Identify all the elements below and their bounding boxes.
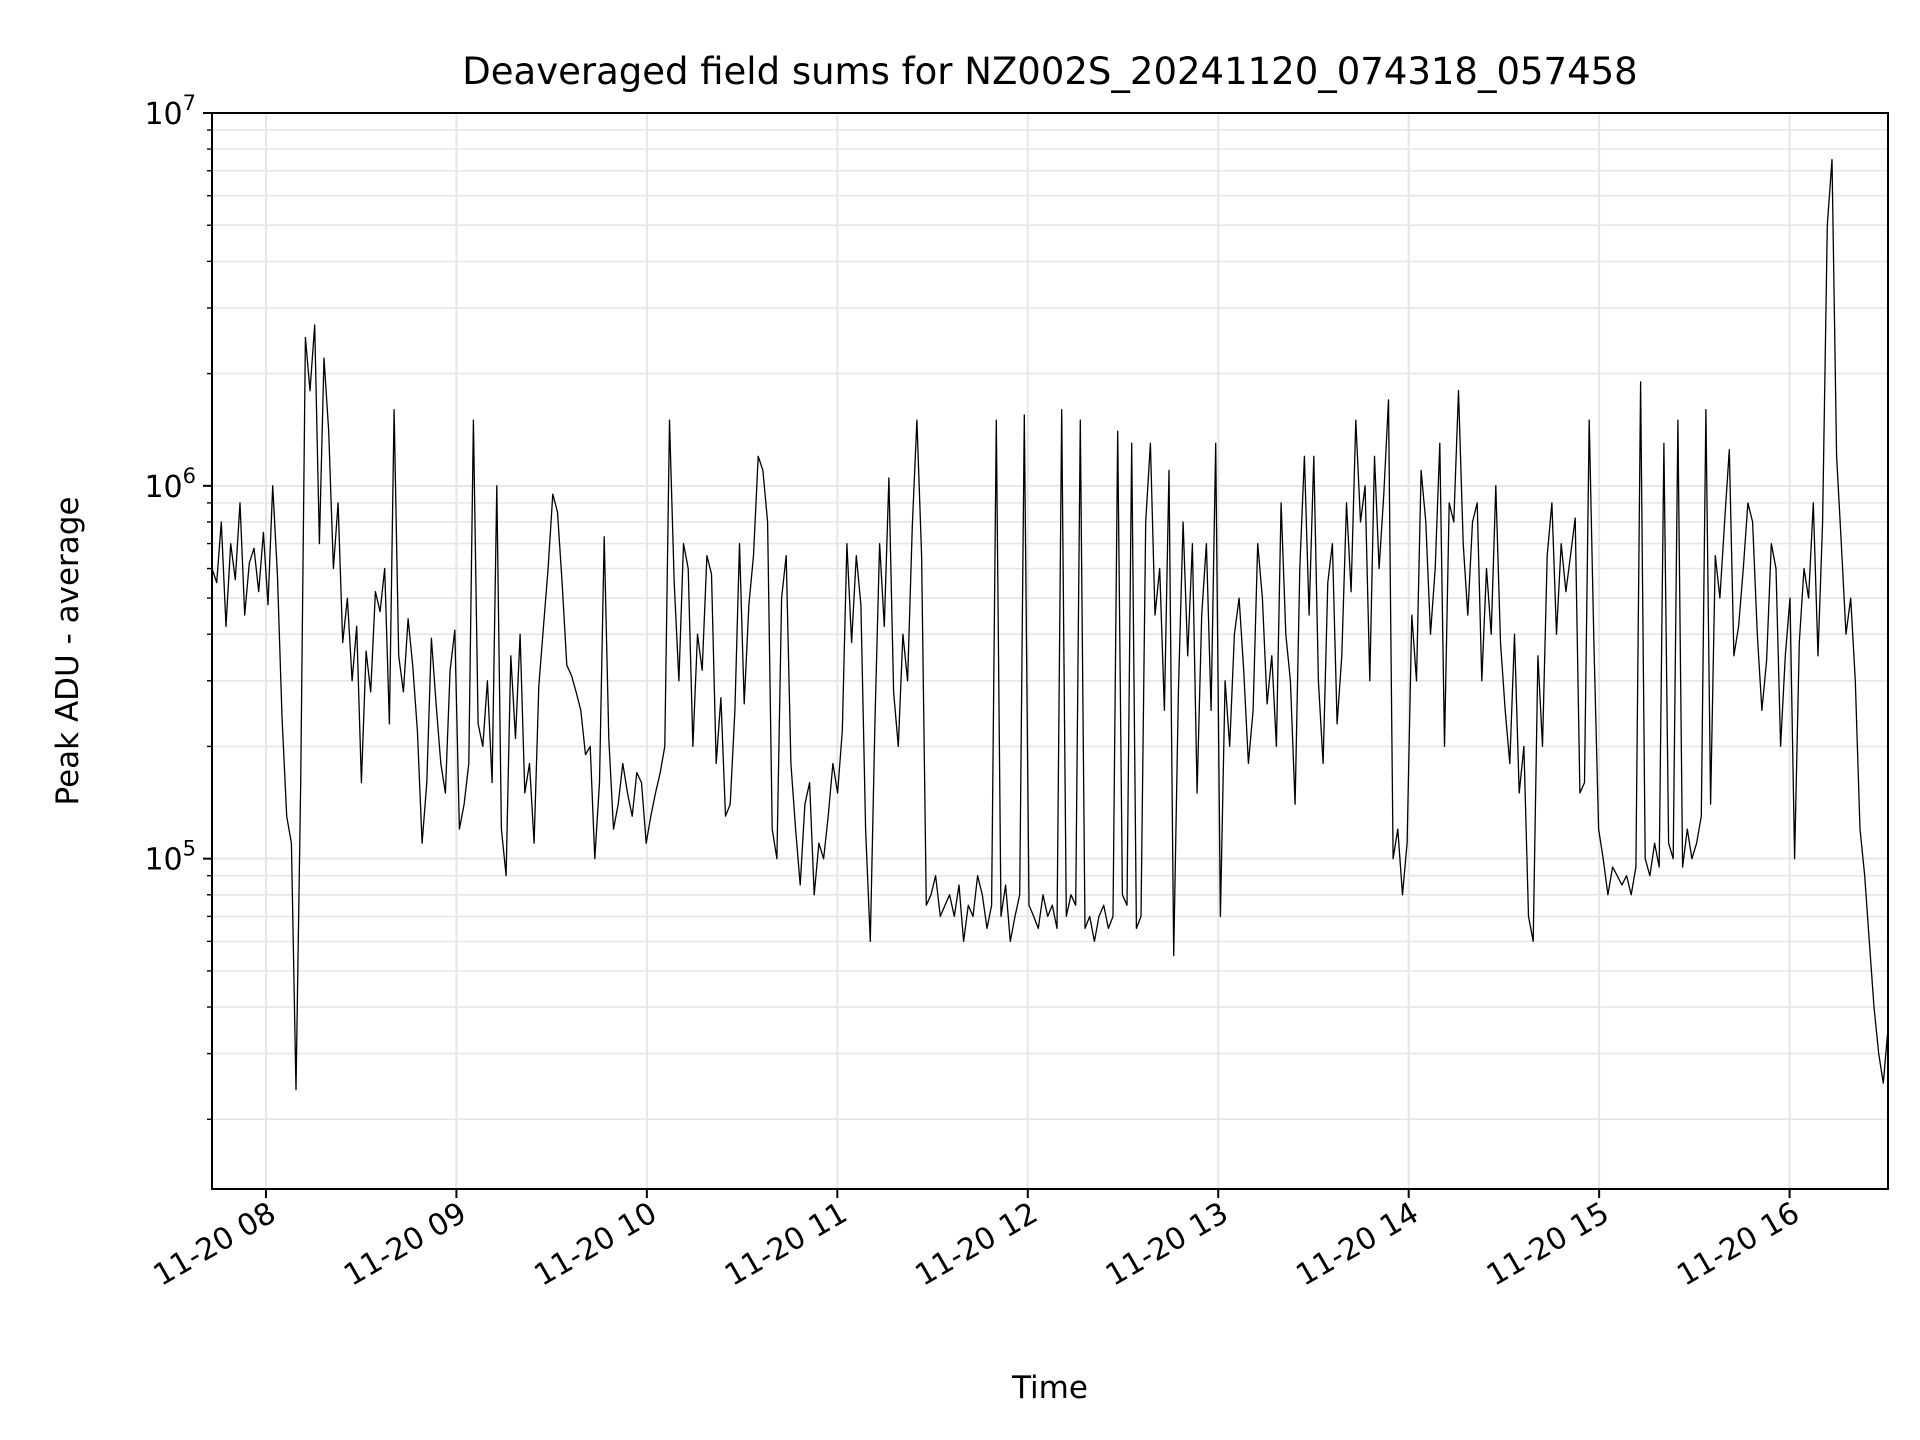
y-axis-title: Peak ADU - average xyxy=(50,496,86,805)
series-line xyxy=(211,158,1889,1091)
y-tick-label: 106 xyxy=(144,464,196,505)
y-tick-label: 107 xyxy=(144,91,196,132)
series-layer xyxy=(211,158,1889,1091)
y-axis: 105 106 107 xyxy=(144,91,212,1120)
y-tick-label: 105 xyxy=(144,837,196,878)
plot-frame xyxy=(211,112,1889,1190)
x-axis-title: Time xyxy=(1011,1370,1088,1406)
grid-layer xyxy=(212,112,1888,1189)
chart-title: Deaveraged field sums for NZ002S_2024112… xyxy=(462,50,1637,93)
